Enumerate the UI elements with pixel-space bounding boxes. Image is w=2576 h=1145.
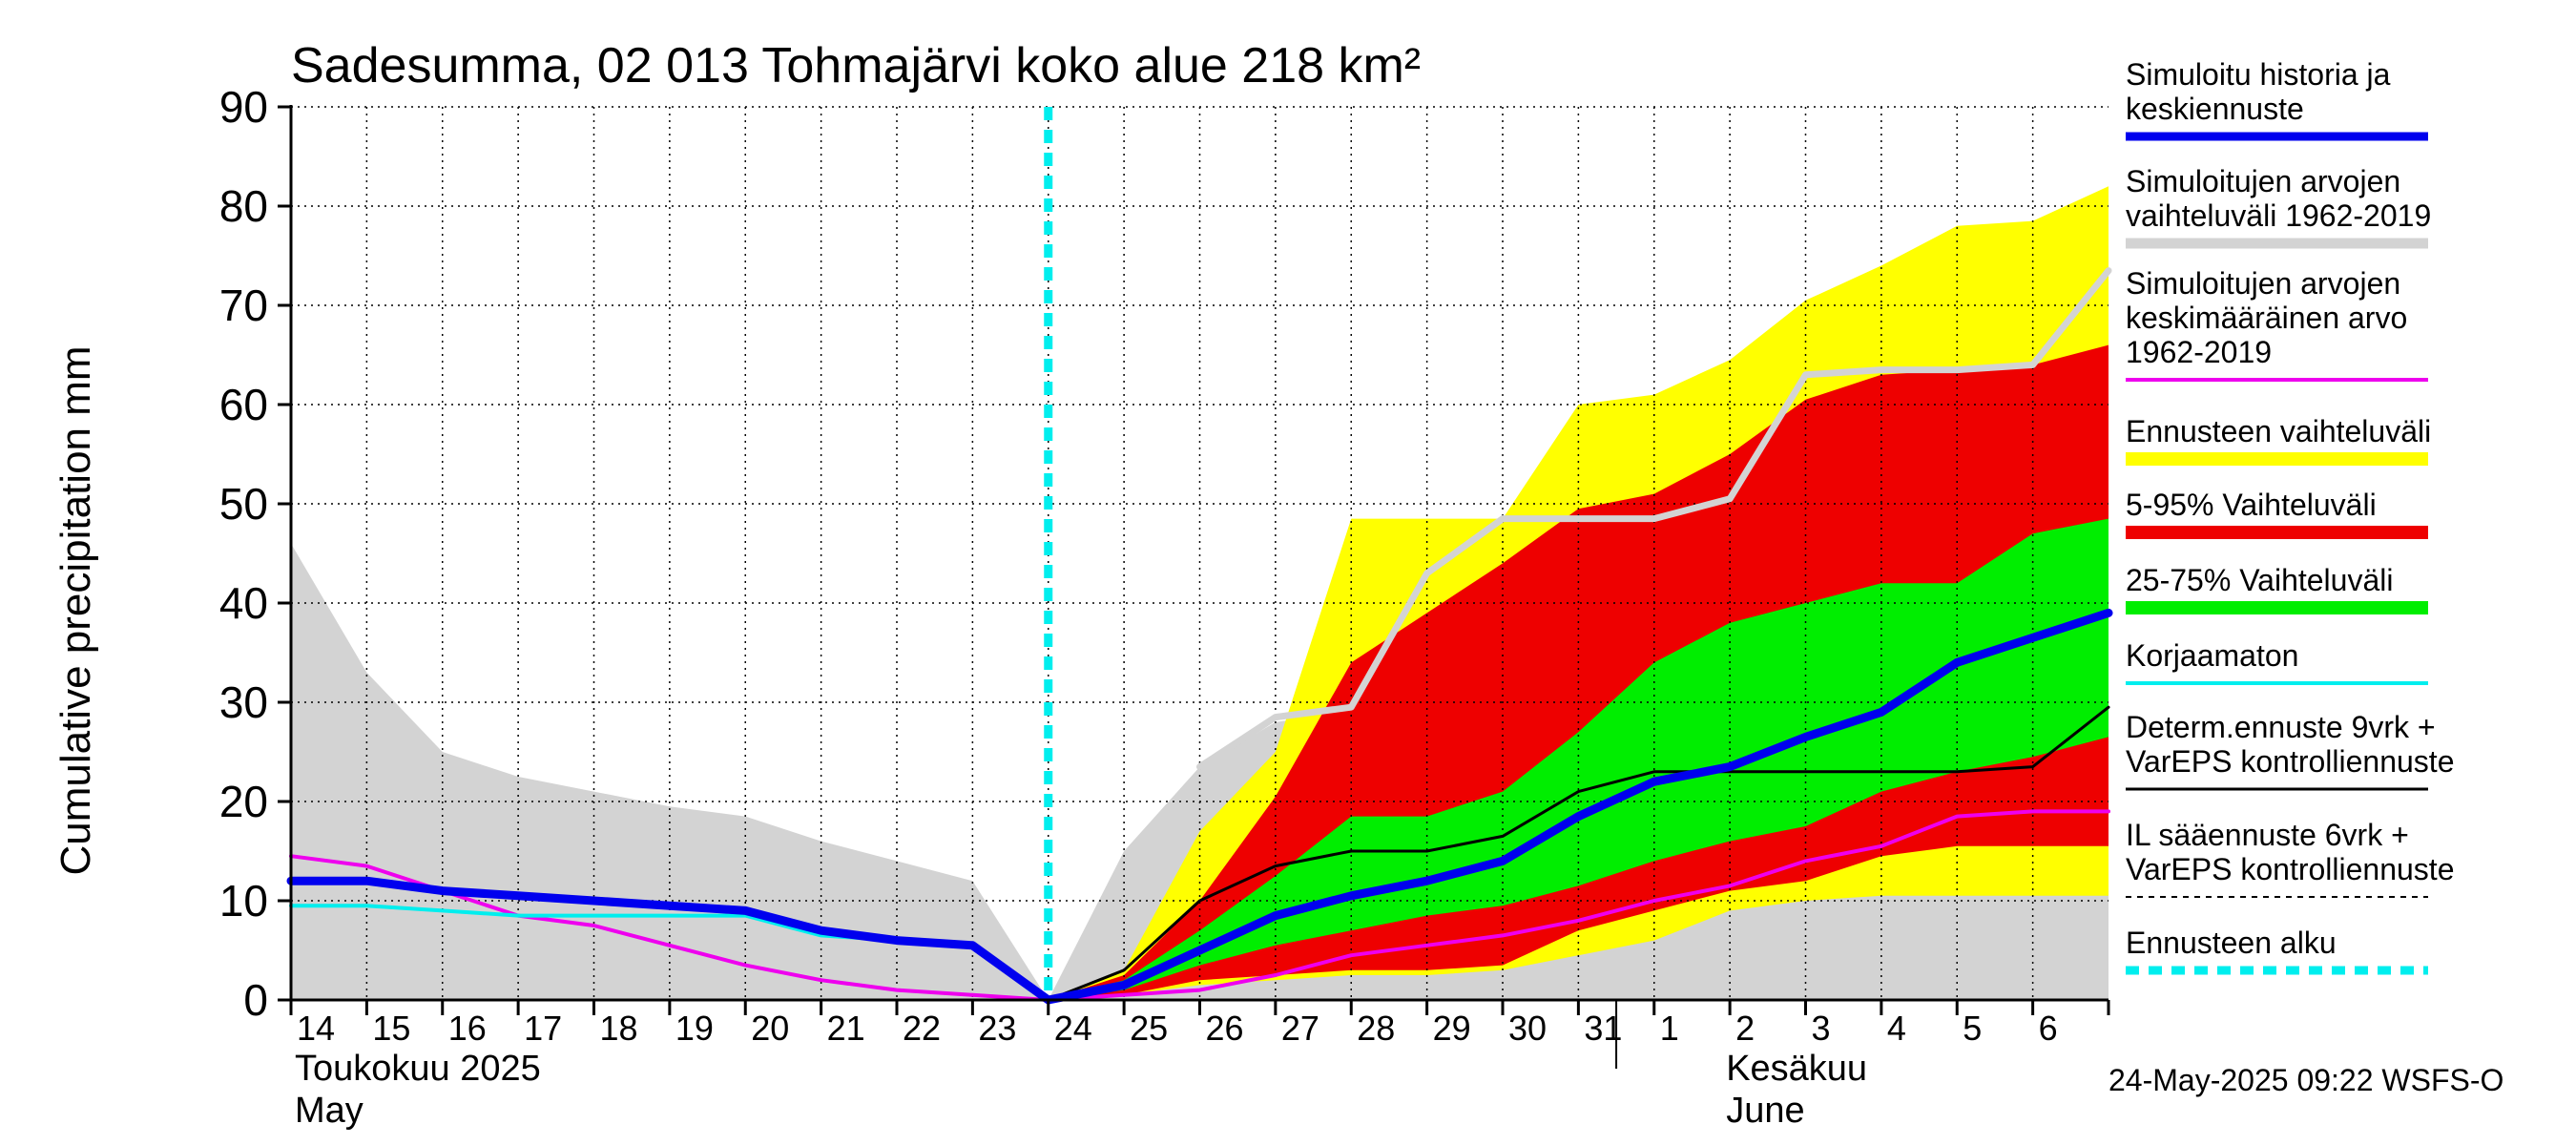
legend-label-5-0: 25-75% Vaihteluväli (2126, 563, 2393, 597)
plot-lines (286, 107, 2113, 1005)
y-tick-label-7: 70 (219, 281, 268, 330)
x-tick-label-20: 3 (1812, 1009, 1831, 1048)
y-tick-label-9: 90 (219, 82, 268, 132)
band-3 (1048, 518, 2109, 1000)
x-tick-label-8: 22 (903, 1009, 941, 1048)
legend-label-6-0: Korjaamaton (2126, 638, 2298, 673)
legend-label-3-0: Ennusteen vaihteluväli (2126, 414, 2431, 448)
x-tick-label-7: 21 (827, 1009, 865, 1048)
series-line-4 (289, 809, 2110, 1002)
legend-label-1-1: vaihteluväli 1962-2019 (2126, 198, 2431, 233)
legend-label-7-1: VarEPS kontrolliennuste (2126, 744, 2454, 779)
x-tick-label-11: 25 (1130, 1009, 1168, 1048)
y-tick-label-6: 60 (219, 380, 268, 429)
x-tick-label-23: 6 (2039, 1009, 2058, 1048)
legend-label-9-0: Ennusteen alku (2126, 926, 2337, 960)
x-tick-label-3: 17 (524, 1009, 562, 1048)
x-tick-label-19: 2 (1735, 1009, 1755, 1048)
x-tick-label-15: 29 (1433, 1009, 1471, 1048)
y-tick-label-3: 30 (219, 677, 268, 727)
series-line-7 (1196, 267, 2112, 771)
series-line-8 (286, 608, 2113, 1005)
x-tick-label-22: 5 (1963, 1009, 1982, 1048)
x-tick-label-13: 27 (1281, 1009, 1319, 1048)
legend-label-4-0: 5-95% Vaihteluväli (2126, 488, 2377, 522)
x-tick-label-6: 20 (751, 1009, 789, 1048)
x-tick-label-21: 4 (1887, 1009, 1906, 1048)
month-label-0-0: Toukokuu 2025 (295, 1049, 541, 1089)
legend-label-0-0: Simuloitu historia ja (2126, 57, 2391, 92)
x-tick-label-14: 28 (1357, 1009, 1395, 1048)
x-tick-label-9: 23 (978, 1009, 1016, 1048)
month-label-1-1: June (1726, 1091, 1804, 1131)
band-2 (1048, 344, 2109, 1001)
y-tick-label-4: 40 (219, 578, 268, 628)
plot-fills (291, 186, 2109, 1001)
y-tick-label-5: 50 (219, 479, 268, 529)
x-tick-label-16: 30 (1508, 1009, 1547, 1048)
x-tick-label-4: 18 (600, 1009, 638, 1048)
month-label-1-0: Kesäkuu (1726, 1049, 1867, 1089)
legend-label-0-1: keskiennuste (2126, 92, 2304, 126)
x-axis: 14 15 16 17 18 19 20 21 22 23 24 25 26 27 28 29 30 31 1 2 3 4… (289, 1000, 2110, 1131)
x-tick-label-1: 15 (372, 1009, 410, 1048)
y-tick-label-0: 0 (243, 975, 268, 1025)
y-tick-label-1: 10 (219, 876, 268, 926)
legend-label-1-0: Simuloitujen arvojen (2126, 164, 2400, 198)
legend-label-8-0: IL sääennuste 6vrk + (2126, 818, 2409, 852)
x-tick-label-2: 16 (448, 1009, 487, 1048)
x-tick-label-12: 26 (1206, 1009, 1244, 1048)
legend-label-7-0: Determ.ennuste 9vrk + (2126, 710, 2436, 744)
y-axis: 0 10 20 30 40 50 60 70 80 90 (219, 82, 291, 1025)
x-tick-label-10: 24 (1054, 1009, 1092, 1048)
legend-label-2-2: 1962-2019 (2126, 335, 2272, 369)
month-label-0-1: May (295, 1091, 364, 1131)
legend-label-2-1: keskimääräinen arvo (2126, 301, 2407, 335)
series-line-6 (1047, 705, 2110, 1002)
y-tick-label-8: 80 (219, 181, 268, 231)
y-axis-label: Cumulative precipitation mm (52, 345, 99, 875)
y-tick-label-2: 20 (219, 777, 268, 826)
chart-title: Sadesumma, 02 013 Tohmajärvi koko alue 2… (291, 38, 1421, 94)
legend-label-8-1: VarEPS kontrolliennuste (2126, 852, 2454, 886)
footer-timestamp: 24-May-2025 09:22 WSFS-O (2109, 1063, 2503, 1097)
x-tick-label-0: 14 (297, 1009, 335, 1048)
legend-label-2-0: Simuloitujen arvojen (2126, 266, 2400, 301)
x-tick-label-18: 1 (1660, 1009, 1679, 1048)
x-tick-label-5: 19 (675, 1009, 714, 1048)
